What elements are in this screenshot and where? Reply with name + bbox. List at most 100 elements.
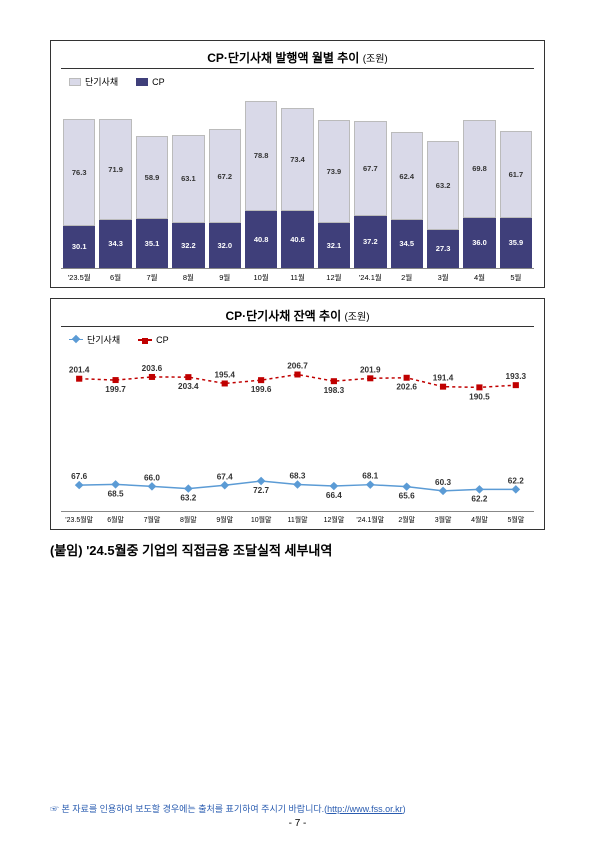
line-chart-legend: 단기사채 CP — [61, 333, 534, 346]
footer-link[interactable]: http://www.fss.or.kr — [327, 804, 403, 814]
bar-seg-top: 58.9 — [136, 136, 168, 218]
bar-seg-bot: 36.0 — [463, 218, 495, 268]
bar-seg-bot: 30.1 — [63, 226, 95, 268]
bar-x-label: 11월 — [281, 272, 313, 283]
legend-item-a: 단기사채 — [69, 75, 118, 88]
legend-swatch-a — [69, 78, 81, 86]
bar-chart-unit: (조원) — [363, 54, 388, 65]
line-chart-box: CP·단기사채 잔액 추이 (조원) 단기사채 CP 201.4 199.7 203… — [50, 298, 545, 530]
bar-x-label: 12월 — [318, 272, 350, 283]
bar-seg-top: 71.9 — [99, 119, 131, 220]
bar-seg-bot: 32.0 — [209, 223, 241, 268]
bar-column: 76.330.1 — [63, 119, 95, 268]
bar-column: 67.737.2 — [354, 121, 386, 268]
bar-x-label: 7월 — [136, 272, 168, 283]
svg-text:67.4: 67.4 — [217, 472, 234, 481]
bar-column: 73.440.6 — [281, 108, 313, 268]
footer-suffix: ) — [403, 804, 406, 814]
svg-text:206.7: 206.7 — [287, 362, 308, 371]
bar-column: 69.836.0 — [463, 120, 495, 268]
bar-x-label: 4월 — [463, 272, 495, 283]
bar-column: 63.132.2 — [172, 135, 204, 268]
bar-x-label: 8월 — [172, 272, 204, 283]
bar-seg-top: 62.4 — [391, 132, 423, 219]
bar-chart-legend: 단기사채 CP — [61, 75, 534, 88]
svg-text:195.4: 195.4 — [214, 371, 235, 380]
line-x-label: 4월말 — [461, 515, 497, 525]
line-x-label: 8월말 — [170, 515, 206, 525]
bar-seg-top: 73.9 — [318, 120, 350, 223]
bar-x-label: 5월 — [500, 272, 532, 283]
line-area: 201.4199.7203.6203.4195.4199.6206.7198.3… — [61, 352, 534, 512]
svg-text:60.3: 60.3 — [435, 478, 452, 487]
bar-column: 61.735.9 — [500, 131, 532, 268]
bar-column: 67.232.0 — [209, 129, 241, 268]
line-chart-unit: (조원) — [344, 312, 369, 323]
bar-column: 58.935.1 — [136, 136, 168, 268]
bar-x-label: 3월 — [427, 272, 459, 283]
svg-text:62.2: 62.2 — [471, 494, 488, 503]
svg-text:199.6: 199.6 — [251, 385, 272, 394]
bars-area: 76.330.171.934.358.935.163.132.267.232.0… — [61, 94, 534, 269]
svg-text:68.1: 68.1 — [362, 472, 379, 481]
line-x-label: 2월말 — [389, 515, 425, 525]
line-x-label: 11월말 — [279, 515, 315, 525]
bar-column: 63.227.3 — [427, 141, 459, 268]
bar-x-label: '24.1월 — [354, 272, 386, 283]
page-number: - 7 - — [0, 818, 595, 829]
bar-seg-top: 63.2 — [427, 141, 459, 229]
svg-text:198.3: 198.3 — [324, 386, 345, 395]
bar-seg-bot: 37.2 — [354, 216, 386, 268]
legend-item-b: CP — [136, 75, 165, 88]
bar-seg-top: 67.2 — [209, 129, 241, 223]
legend-label-b: CP — [152, 77, 165, 87]
svg-text:66.0: 66.0 — [144, 474, 161, 483]
legend-swatch-b — [136, 78, 148, 86]
bar-column: 78.840.8 — [245, 101, 277, 268]
line-x-label: 9월말 — [207, 515, 243, 525]
svg-text:199.7: 199.7 — [105, 385, 126, 394]
svg-text:62.2: 62.2 — [508, 477, 525, 486]
bar-chart-title-text: CP·단기사채 발행액 월별 추이 — [207, 51, 359, 65]
bar-seg-bot: 34.5 — [391, 220, 423, 268]
line-x-label: 12월말 — [316, 515, 352, 525]
bar-x-labels: '23.5월6월7월8월9월10월11월12월'24.1월2월3월4월5월 — [61, 269, 534, 283]
svg-text:68.3: 68.3 — [289, 472, 306, 481]
bar-seg-top: 69.8 — [463, 120, 495, 218]
bar-seg-top: 63.1 — [172, 135, 204, 223]
legend2-item-b: CP — [138, 333, 169, 346]
svg-text:63.2: 63.2 — [180, 494, 197, 503]
svg-text:65.6: 65.6 — [399, 492, 416, 501]
bar-seg-bot: 34.3 — [99, 220, 131, 268]
bar-chart-title: CP·단기사채 발행액 월별 추이 (조원) — [61, 49, 534, 69]
bar-column: 73.932.1 — [318, 120, 350, 268]
bar-seg-bot: 35.9 — [500, 218, 532, 268]
svg-text:67.6: 67.6 — [71, 472, 88, 481]
bar-seg-top: 73.4 — [281, 108, 313, 211]
bar-x-label: '23.5월 — [63, 272, 95, 283]
line-chart-title: CP·단기사채 잔액 추이 (조원) — [61, 307, 534, 327]
svg-text:201.4: 201.4 — [69, 366, 90, 375]
legend2-label-b: CP — [156, 335, 169, 345]
bar-x-label: 2월 — [391, 272, 423, 283]
bar-seg-bot: 35.1 — [136, 219, 168, 268]
footer-prefix: ☞ 본 자료를 인용하여 보도할 경우에는 출처를 표기하여 주시기 바랍니다.… — [50, 804, 327, 814]
line-x-label: 3월말 — [425, 515, 461, 525]
legend-label-a: 단기사채 — [85, 75, 118, 88]
svg-text:201.9: 201.9 — [360, 365, 381, 374]
bar-seg-top: 61.7 — [500, 131, 532, 217]
bar-seg-top: 76.3 — [63, 119, 95, 226]
legend-line-a — [69, 339, 83, 340]
bar-seg-bot: 32.2 — [172, 223, 204, 268]
bar-column: 62.434.5 — [391, 132, 423, 268]
footer-citation: ☞ 본 자료를 인용하여 보도할 경우에는 출처를 표기하여 주시기 바랍니다.… — [50, 802, 545, 815]
legend-line-b — [138, 339, 152, 341]
bar-seg-top: 78.8 — [245, 101, 277, 211]
bar-seg-bot: 40.6 — [281, 211, 313, 268]
bar-seg-top: 67.7 — [354, 121, 386, 216]
bar-x-label: 10월 — [245, 272, 277, 283]
bar-x-label: 9월 — [209, 272, 241, 283]
line-x-label: 5월말 — [498, 515, 534, 525]
svg-text:203.6: 203.6 — [142, 364, 163, 373]
svg-text:72.7: 72.7 — [253, 486, 270, 495]
